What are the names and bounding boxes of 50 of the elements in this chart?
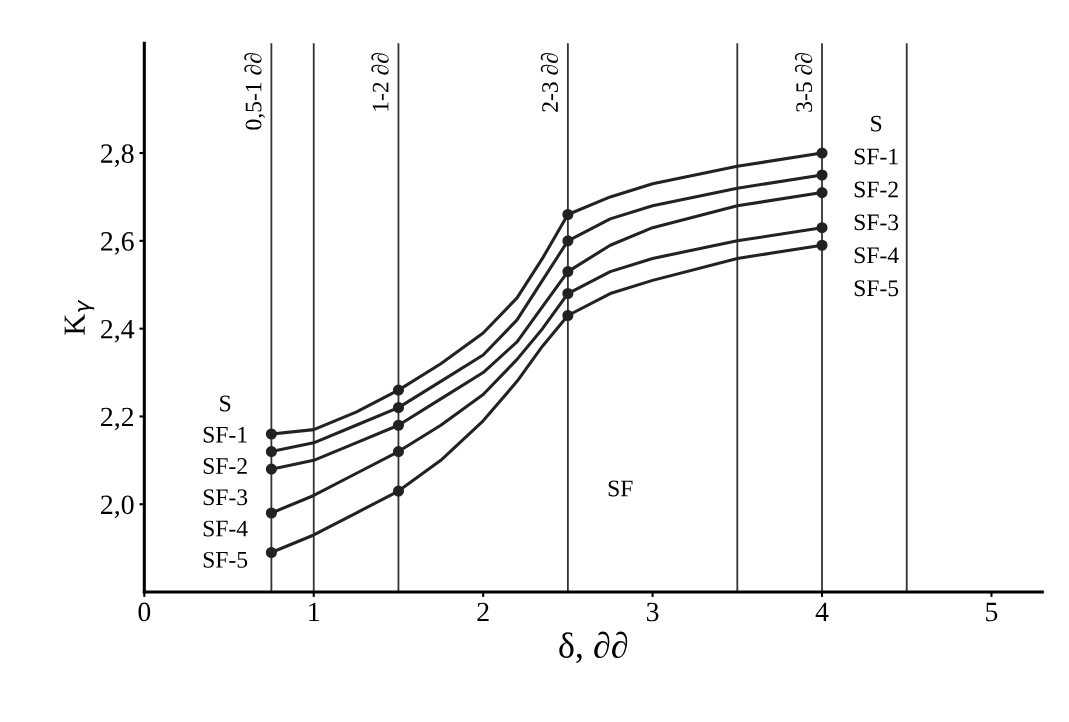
annotation: SF-5 xyxy=(203,551,248,568)
annotation: SF-1 xyxy=(854,148,898,165)
point xyxy=(392,419,405,431)
x-tick-label: 1 xyxy=(309,602,320,622)
point xyxy=(562,287,574,300)
annotation: SF-4 xyxy=(203,520,248,537)
point xyxy=(392,446,405,458)
point xyxy=(265,446,277,458)
point xyxy=(562,266,574,278)
y-tick-label: 2,2 xyxy=(101,407,134,431)
point xyxy=(265,507,277,519)
point xyxy=(265,428,277,440)
annotation: SF-1 xyxy=(203,426,247,443)
annotation: SF-2 xyxy=(854,181,898,198)
annotation: S xyxy=(220,395,231,412)
point xyxy=(816,169,828,181)
x-axis-title: δ, ∂∂ xyxy=(559,631,628,664)
point xyxy=(392,384,405,396)
x-tick-label: 2 xyxy=(477,602,489,622)
point xyxy=(265,546,277,559)
x-tick-label: 3 xyxy=(646,602,659,622)
point xyxy=(562,208,574,221)
point xyxy=(816,187,828,199)
x-tick-label: 5 xyxy=(986,602,998,622)
point xyxy=(816,147,828,159)
ref-line-label: 3-5 ∂∂ xyxy=(794,53,813,112)
annotation: SF-3 xyxy=(203,489,248,506)
ref-line-label: 2-3 ∂∂ xyxy=(540,53,559,112)
ref-line-label: 0,5-1 ∂∂ xyxy=(244,53,265,130)
annotation: SF-3 xyxy=(854,214,899,231)
y-tick-label: 2,0 xyxy=(101,495,134,519)
point xyxy=(562,309,574,322)
annotation: S xyxy=(871,115,882,132)
point xyxy=(816,222,828,234)
point xyxy=(265,463,277,475)
ref-line-label: 1-2 ∂∂ xyxy=(371,53,389,111)
point xyxy=(392,485,405,497)
annotation: SF-4 xyxy=(854,247,899,264)
annotation: SF-5 xyxy=(854,280,899,297)
x-tick-label: 0 xyxy=(138,602,151,622)
y-tick-label: 2,8 xyxy=(101,144,134,167)
point xyxy=(392,402,405,414)
y-tick-label: 2,6 xyxy=(101,232,134,255)
y-axis-title: K$_{γ}$ xyxy=(64,299,95,335)
point xyxy=(562,235,574,247)
annotation: SF xyxy=(608,480,633,497)
point xyxy=(816,239,828,251)
y-tick-label: 2,4 xyxy=(101,319,135,343)
x-tick-label: 4 xyxy=(815,602,829,622)
annotation: SF-2 xyxy=(203,458,247,474)
